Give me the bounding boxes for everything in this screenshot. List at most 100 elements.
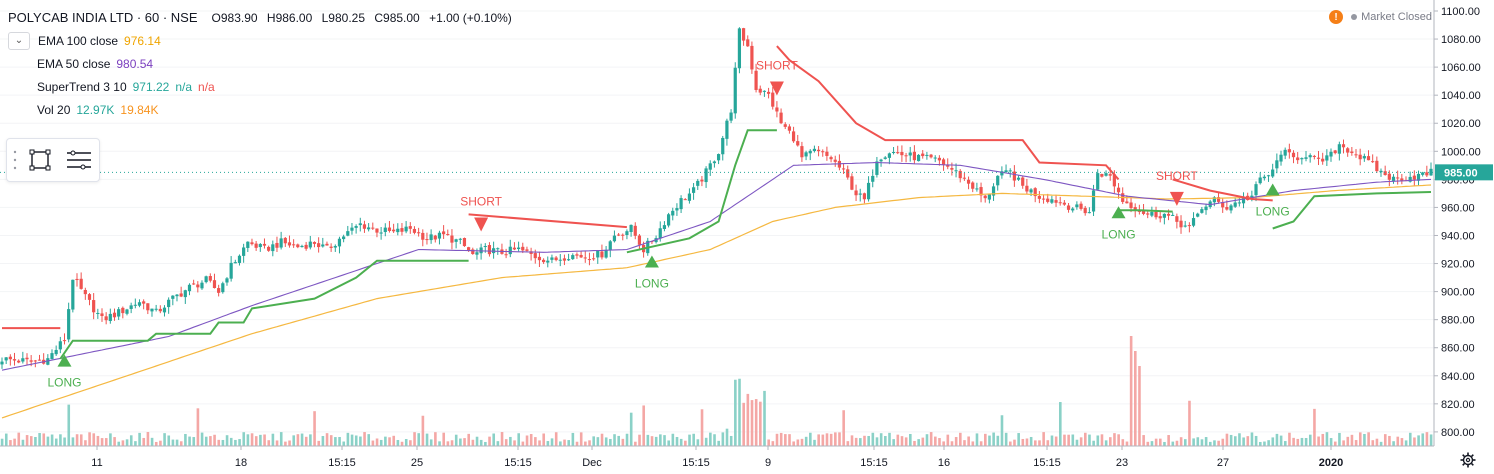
candle-body [937, 157, 941, 161]
candle-body [758, 88, 762, 93]
candle-body [54, 349, 58, 355]
volume-bar [1146, 441, 1150, 446]
volume-bar [925, 434, 929, 446]
volume-bar [1346, 436, 1350, 446]
price-tick-label: 1020.00 [1441, 118, 1481, 130]
volume-bar [25, 435, 29, 446]
indicator-volume[interactable]: Vol 20 12.97K 19.84K [37, 98, 512, 121]
volume-bar [392, 435, 396, 446]
volume-bar [217, 439, 221, 446]
volume-bar [421, 415, 425, 446]
gear-icon[interactable] [1460, 452, 1476, 468]
volume-bar [1288, 432, 1291, 446]
candle-body [71, 279, 75, 310]
volume-bar [771, 441, 775, 446]
candle-body [1033, 188, 1037, 197]
candle-body [246, 241, 250, 248]
symbol-title[interactable]: POLYCAB INDIA LTD · 60 · NSE [8, 10, 198, 25]
candle-body [421, 232, 425, 240]
settings-lines-icon[interactable] [65, 147, 91, 173]
candle-body [358, 223, 362, 226]
short-signal-arrow [1169, 191, 1184, 206]
candle-body [1116, 187, 1121, 193]
candle-body [50, 353, 54, 360]
indicator-ema100[interactable]: ⌄ EMA 100 close 976.14 [8, 29, 512, 52]
volume-bar [1379, 441, 1383, 446]
candle-body [791, 131, 796, 142]
volume-bar [204, 436, 208, 446]
price-tick-label: 800.00 [1441, 427, 1475, 439]
price-tick-label: 1060.00 [1441, 62, 1481, 74]
candle-body [396, 228, 400, 233]
candle-body [62, 340, 67, 342]
candle-body [208, 276, 212, 281]
volume-bar [488, 436, 491, 446]
indicator-supertrend[interactable]: SuperTrend 3 10 971.22 n/a n/a [37, 75, 512, 98]
indicator-ema50[interactable]: EMA 50 close 980.54 [37, 52, 512, 75]
volume-bar [534, 437, 537, 446]
candle-body [1046, 198, 1050, 202]
volume-bar [67, 404, 71, 446]
volume-bar [634, 441, 637, 446]
warning-icon[interactable]: ! [1329, 10, 1344, 24]
volume-bar [1029, 436, 1033, 446]
volume-bar [921, 437, 925, 446]
candle-body [1396, 177, 1400, 179]
candle-body [100, 313, 104, 317]
supertrend-up-line [626, 129, 777, 254]
candle-body [1291, 152, 1296, 158]
candle-body [517, 247, 521, 250]
market-status[interactable]: ! Market Closed [1329, 10, 1432, 24]
volume-bar [1167, 435, 1170, 446]
candle-body [308, 241, 312, 248]
candle-body [92, 300, 96, 313]
chart-legend: POLYCAB INDIA LTD · 60 · NSE O983.90 H98… [8, 6, 512, 121]
volume-bar [363, 432, 366, 446]
volume-bar [592, 436, 595, 446]
volume-bar [859, 438, 862, 446]
candle-body [991, 186, 996, 196]
candle-body [1021, 177, 1025, 186]
drag-handle-icon[interactable] [13, 149, 17, 171]
volume-bar [1254, 435, 1258, 446]
volume-bar [438, 441, 441, 446]
volume-bar [821, 434, 825, 446]
volume-bar [1238, 433, 1241, 446]
volume-bar [192, 437, 196, 446]
volume-bar [442, 432, 446, 446]
candle-body [471, 249, 475, 255]
volume-bar [804, 436, 808, 446]
volume-bar [1017, 433, 1020, 446]
volume-bar [1292, 437, 1295, 446]
volume-bar [146, 432, 150, 446]
candle-body [33, 360, 37, 362]
volume-bar [400, 441, 404, 446]
candle-body [96, 312, 100, 314]
candle-body [741, 28, 746, 41]
volume-bar [1025, 438, 1029, 446]
candle-body [283, 237, 287, 244]
volume-bar [996, 435, 1000, 446]
time-tick-label: 16 [938, 457, 950, 469]
candle-body [354, 226, 358, 228]
volume-bar [742, 402, 745, 446]
indicator-value: 12.97K [76, 102, 115, 117]
candle-body [329, 246, 333, 248]
volume-bar [1142, 435, 1145, 446]
long-signal-label: LONG [47, 376, 81, 390]
candle-body [162, 307, 167, 313]
drawing-toolbox[interactable] [6, 138, 100, 182]
volume-bar [1204, 437, 1208, 446]
collapse-icon[interactable]: ⌄ [8, 31, 30, 50]
market-status-label: Market Closed [1361, 11, 1432, 23]
candle-body [404, 226, 408, 232]
candle-body [662, 225, 667, 230]
candle-body [433, 235, 437, 240]
candle-body [146, 303, 150, 311]
high-value: H986.00 [266, 10, 313, 25]
rectangle-tool-icon[interactable] [27, 147, 53, 173]
status-dot-icon [1351, 14, 1358, 20]
volume-bar [579, 432, 583, 446]
candle-body [533, 253, 537, 259]
